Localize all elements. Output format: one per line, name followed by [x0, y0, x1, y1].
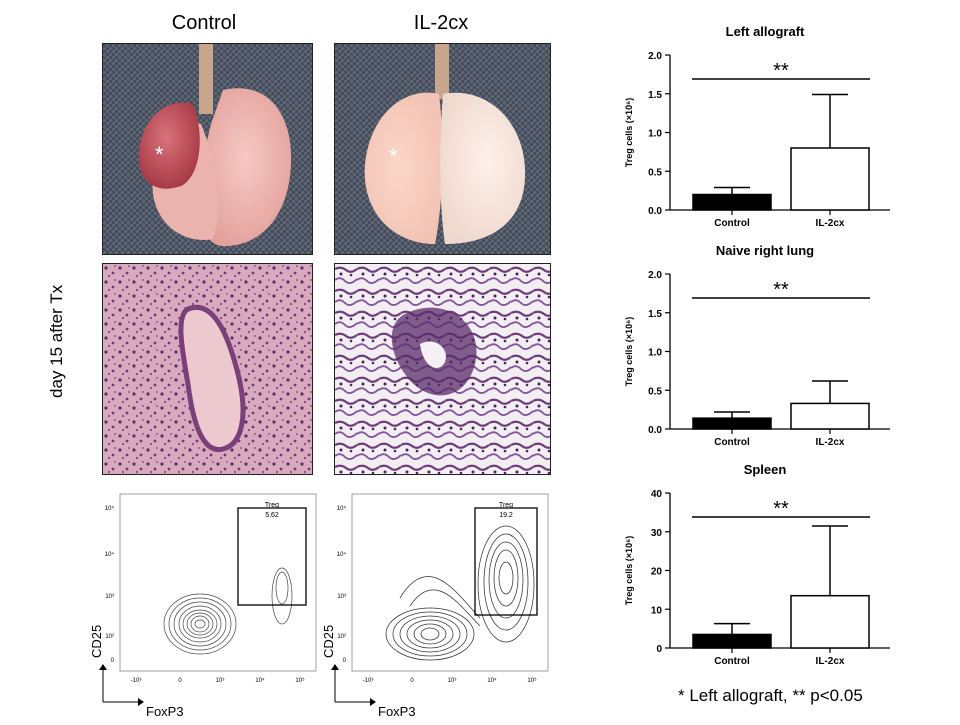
y-tick-label: 10: [651, 605, 663, 616]
y-tick-label: 40: [651, 489, 663, 500]
il2cx-contours: [385, 525, 535, 661]
significance-marker: **: [773, 60, 789, 82]
x-tick: 0: [178, 678, 182, 684]
il2cx-flow-plot: 10⁵ 10⁴ 10³ 10² 0 -10³ 0 10³ 10⁴ 10⁵ Tre…: [320, 488, 555, 720]
x-tick-label: Control: [714, 656, 750, 667]
treg-gate: [237, 507, 307, 606]
y-tick: 0: [343, 658, 347, 664]
treg-gate: [474, 507, 538, 616]
y-tick-label: 2.0: [648, 270, 662, 281]
gate-percentage: 5.62: [265, 512, 279, 519]
chart-title: Naive right lung: [716, 243, 814, 258]
x-tick: 10⁴: [487, 677, 497, 684]
y-tick: 10⁴: [105, 551, 115, 558]
timepoint-label: day 15 after Tx: [47, 284, 66, 398]
bar-chart-spleen: Spleen Treg cells (×10⁶) 0 10 20 30 40 Control I…: [624, 462, 890, 667]
control-histology-image: [102, 263, 313, 475]
gate-label: Treg: [499, 502, 513, 509]
y-tick-label: 0.0: [648, 206, 662, 217]
control-lung-illustration: *: [103, 44, 312, 254]
y-axis-label: CD25: [321, 625, 336, 658]
x-tick: -10³: [363, 678, 374, 684]
il2cx-flow-svg: 10⁵ 10⁴ 10³ 10² 0 -10³ 0 10³ 10⁴ 10⁵ Tre…: [321, 493, 549, 719]
y-tick: 10³: [337, 594, 346, 600]
y-tick: 10⁵: [337, 505, 347, 512]
il2cx-lung-photo: *: [334, 43, 551, 255]
y-tick: 0: [111, 658, 115, 664]
y-axis-label: Treg cells (×10⁶): [624, 317, 634, 386]
x-tick: 10⁵: [527, 677, 537, 684]
x-tick-label: IL-2cx: [816, 656, 845, 667]
bar-control: [692, 417, 772, 430]
y-tick-label: 0: [656, 644, 662, 655]
x-tick: 10⁵: [295, 677, 305, 684]
chart-title: Left allograft: [726, 24, 805, 39]
significance-marker: **: [773, 279, 789, 301]
y-tick-label: 20: [651, 567, 663, 578]
il2cx-histology-image: [334, 263, 551, 475]
y-tick-label: 1.5: [648, 90, 662, 101]
asterisk-marker: *: [389, 144, 398, 169]
chart-title: Spleen: [744, 462, 787, 477]
footnote: * Left allograft, ** p<0.05: [678, 686, 863, 705]
x-axis-label: FoxP3: [146, 704, 184, 719]
y-tick: 10²: [337, 634, 346, 640]
gate-label: Treg: [265, 502, 279, 509]
control-contours: [163, 567, 293, 655]
control-histology-illustration: [103, 264, 312, 474]
y-tick-label: 1.5: [648, 309, 662, 320]
y-tick-label: 30: [651, 528, 663, 539]
x-tick: 10³: [448, 678, 457, 684]
y-tick-label: 0.0: [648, 425, 662, 436]
y-tick-label: 0.5: [648, 167, 662, 178]
significance-marker: **: [773, 498, 789, 520]
x-tick-label: IL-2cx: [816, 218, 845, 229]
y-axis-label: CD25: [89, 625, 104, 658]
y-tick: 10³: [105, 594, 114, 600]
x-tick-label: IL-2cx: [816, 437, 845, 448]
x-axis-label: FoxP3: [378, 704, 416, 719]
bar-chart-naive-right-lung: Naive right lung Treg cells (×10⁶) 0.0 0.5 1…: [624, 243, 890, 448]
bar-il-2cx: [790, 147, 870, 211]
y-axis-label: Treg cells (×10⁶): [624, 536, 634, 605]
x-tick: 0: [410, 678, 414, 684]
y-axis-label: Treg cells (×10⁶): [624, 98, 634, 167]
x-tick-label: Control: [714, 218, 750, 229]
bar-control: [692, 633, 772, 649]
asterisk-marker: *: [155, 142, 164, 167]
control-lung-photo: *: [102, 43, 313, 255]
x-tick: 10⁴: [255, 677, 265, 684]
y-tick-label: 1.0: [648, 348, 662, 359]
y-tick-label: 2.0: [648, 51, 662, 62]
y-tick: 10⁴: [337, 551, 347, 558]
il2cx-histology-illustration: [335, 264, 550, 474]
bar-chart-left-allograft: Left allograft Treg cells (×10⁶) 0.0 0.5 1.0…: [624, 24, 890, 229]
x-tick: 10³: [216, 678, 225, 684]
column-title-control: Control: [171, 12, 237, 34]
x-tick-label: Control: [714, 437, 750, 448]
bar-il-2cx: [790, 402, 870, 430]
x-tick: -10³: [131, 678, 142, 684]
y-tick-label: 0.5: [648, 386, 662, 397]
control-flow-plot: 10⁵ 10⁴ 10³ 10² 0 -10³ 0 10³ 10⁴ 10⁵ Tre…: [88, 488, 323, 720]
y-tick-label: 1.0: [648, 129, 662, 140]
gate-percentage: 19.2: [499, 512, 513, 519]
control-flow-svg: 10⁵ 10⁴ 10³ 10² 0 -10³ 0 10³ 10⁴ 10⁵ Tre…: [89, 493, 317, 719]
il2cx-lung-illustration: *: [335, 44, 550, 254]
y-tick: 10²: [105, 634, 114, 640]
column-title-treatment: IL-2cx: [413, 12, 469, 34]
bar-il-2cx: [790, 594, 870, 649]
y-tick: 10⁵: [105, 505, 115, 512]
bar-control: [692, 193, 772, 211]
